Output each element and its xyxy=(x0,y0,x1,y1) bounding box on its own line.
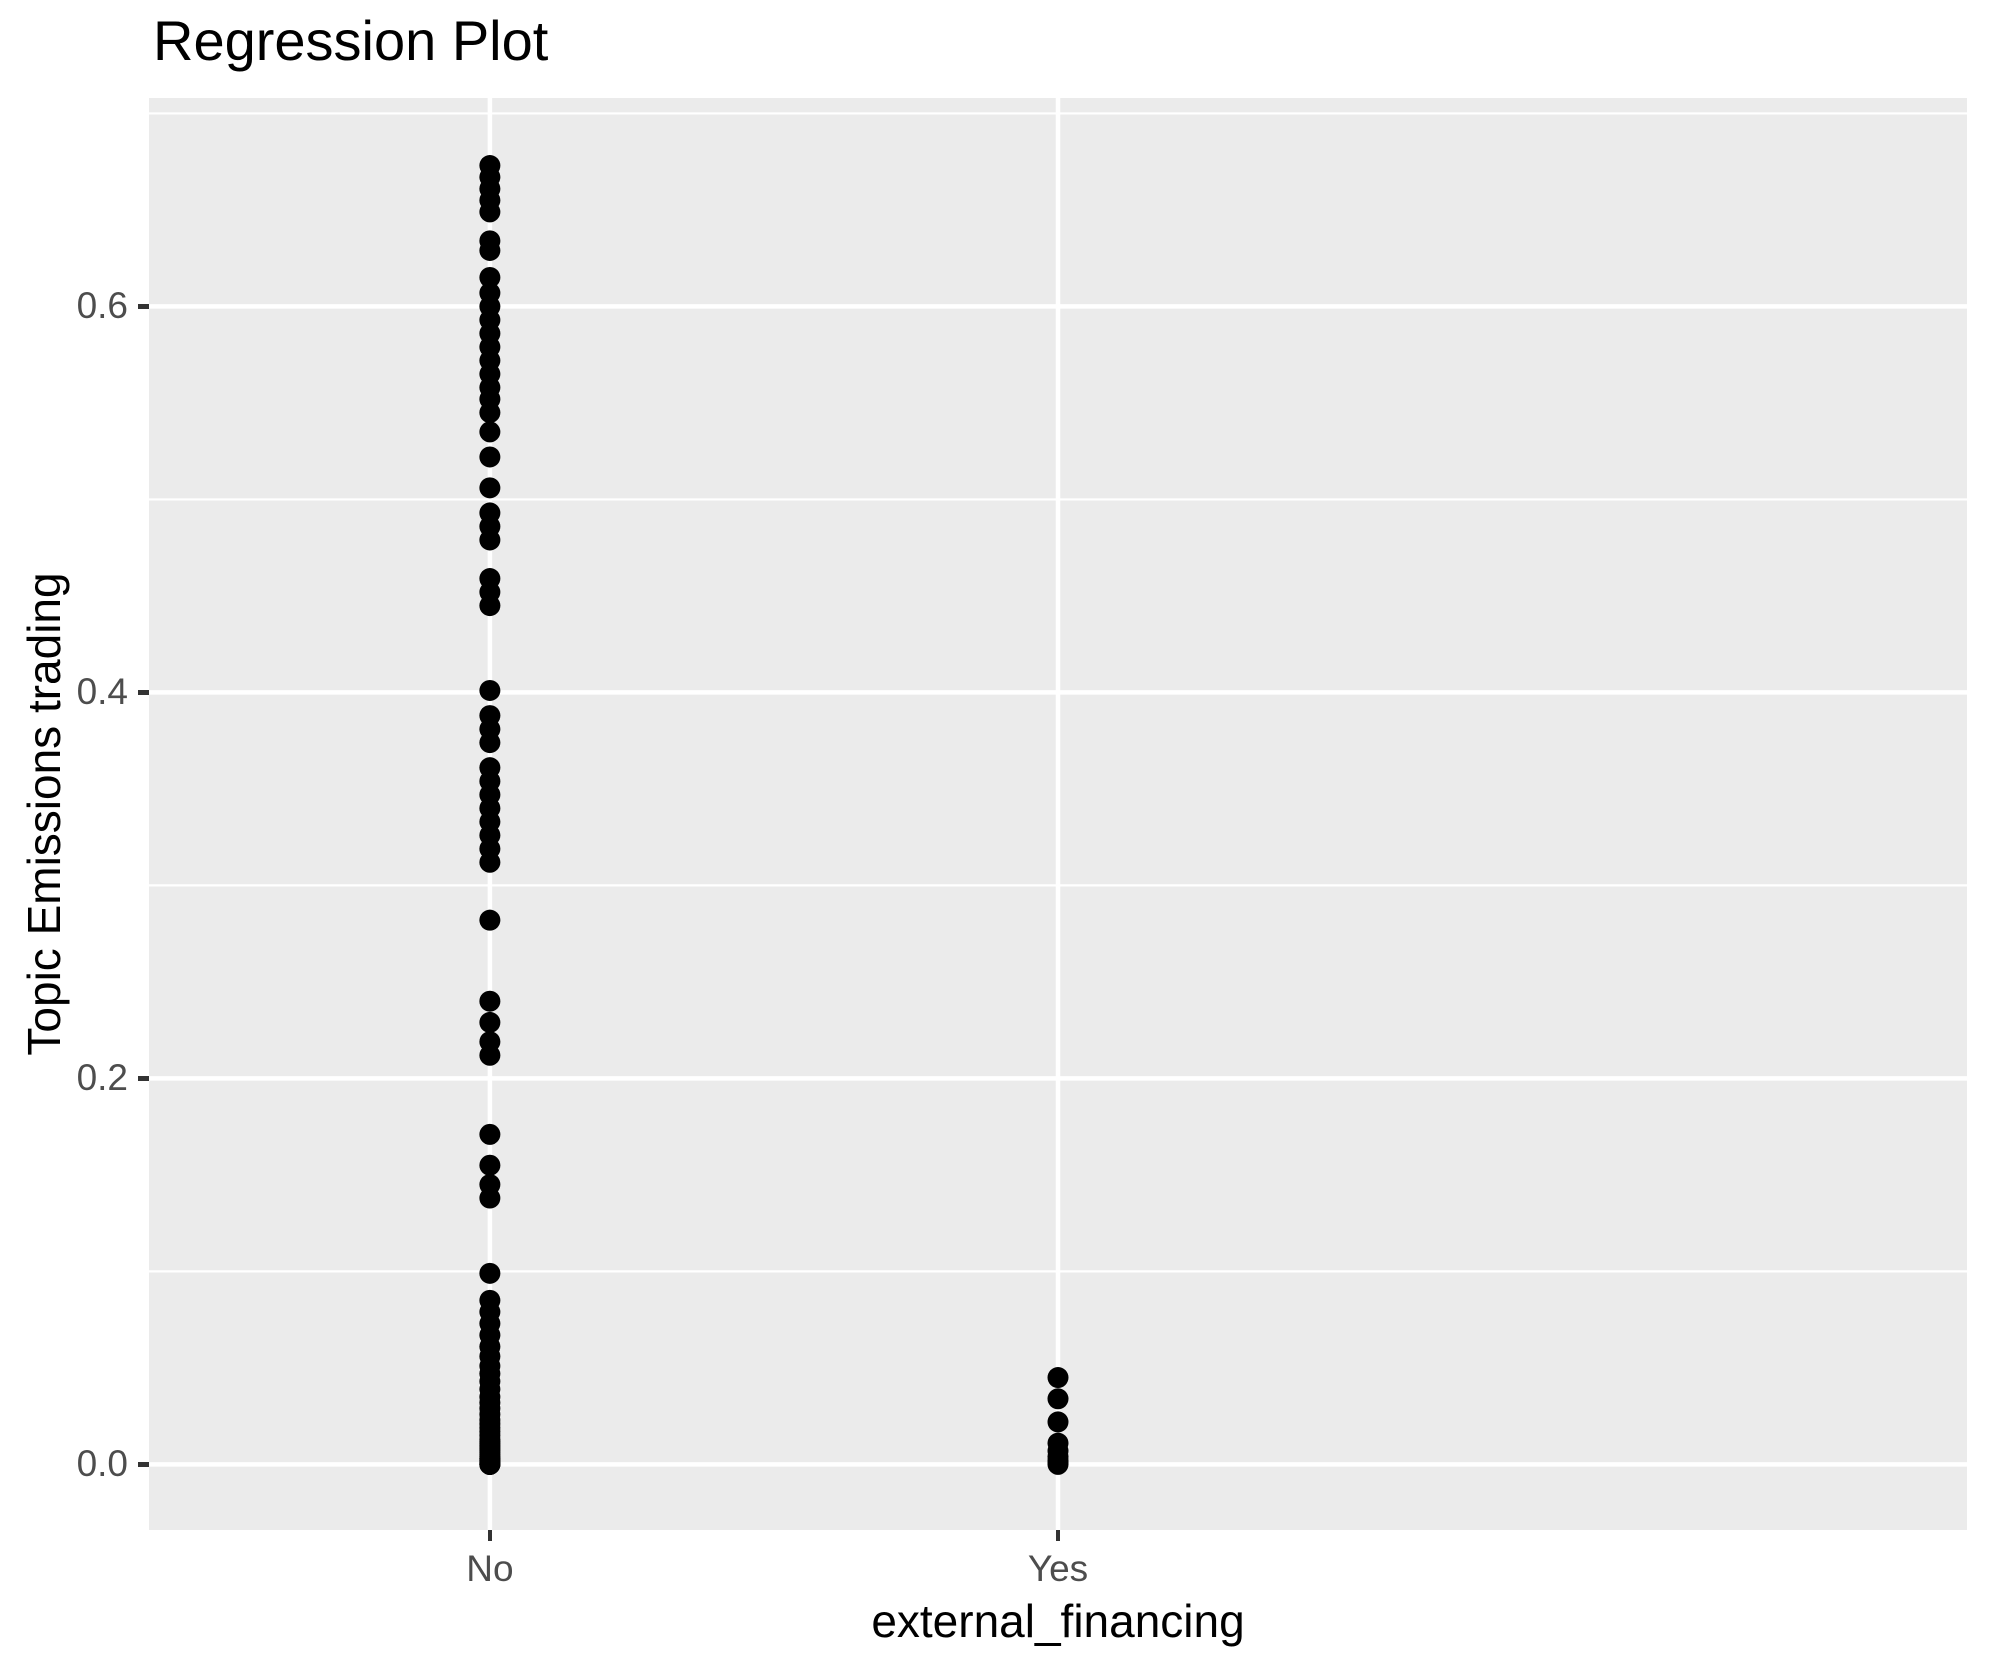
data-point xyxy=(479,1262,501,1284)
plot-area-svg xyxy=(149,98,1967,1530)
data-point xyxy=(479,402,501,424)
data-point xyxy=(479,421,501,443)
y-tick-mark xyxy=(138,1076,149,1081)
data-point xyxy=(479,239,501,261)
x-tick-label-yes: Yes xyxy=(1027,1548,1089,1589)
data-point xyxy=(479,851,501,873)
data-point xyxy=(479,595,501,617)
chart-title: Regression Plot xyxy=(153,9,549,72)
y-tick-label: 0.6 xyxy=(76,285,128,327)
data-point xyxy=(479,909,501,931)
x-tick-label-no: No xyxy=(466,1548,514,1589)
data-point xyxy=(479,1123,501,1145)
x-tick-mark xyxy=(487,1530,493,1541)
data-point xyxy=(479,266,501,288)
data-point xyxy=(479,1011,501,1033)
data-point xyxy=(479,1044,501,1066)
data-point xyxy=(479,529,501,551)
y-tick-label: 0.0 xyxy=(76,1443,128,1485)
data-point xyxy=(479,1154,501,1176)
y-tick-label: 0.4 xyxy=(76,671,128,713)
data-point xyxy=(1047,1453,1069,1475)
data-point xyxy=(1047,1411,1069,1433)
data-point xyxy=(479,679,501,701)
data-point xyxy=(1047,1367,1069,1389)
y-axis-title: Topic Emissions trading xyxy=(18,572,70,1056)
data-point xyxy=(479,1453,501,1475)
x-axis-title: external_financing xyxy=(871,1595,1245,1647)
data-point xyxy=(479,1187,501,1209)
y-tick-mark xyxy=(138,1462,149,1467)
data-point xyxy=(479,446,501,468)
x-tick-mark xyxy=(1055,1530,1061,1541)
data-point xyxy=(479,201,501,223)
plot-panel xyxy=(149,98,1967,1530)
y-tick-label: 0.2 xyxy=(76,1057,128,1099)
data-point xyxy=(1047,1388,1069,1410)
data-point xyxy=(479,990,501,1012)
data-point xyxy=(479,477,501,499)
data-point xyxy=(479,732,501,754)
y-tick-mark xyxy=(138,690,149,695)
y-tick-mark xyxy=(138,304,149,309)
